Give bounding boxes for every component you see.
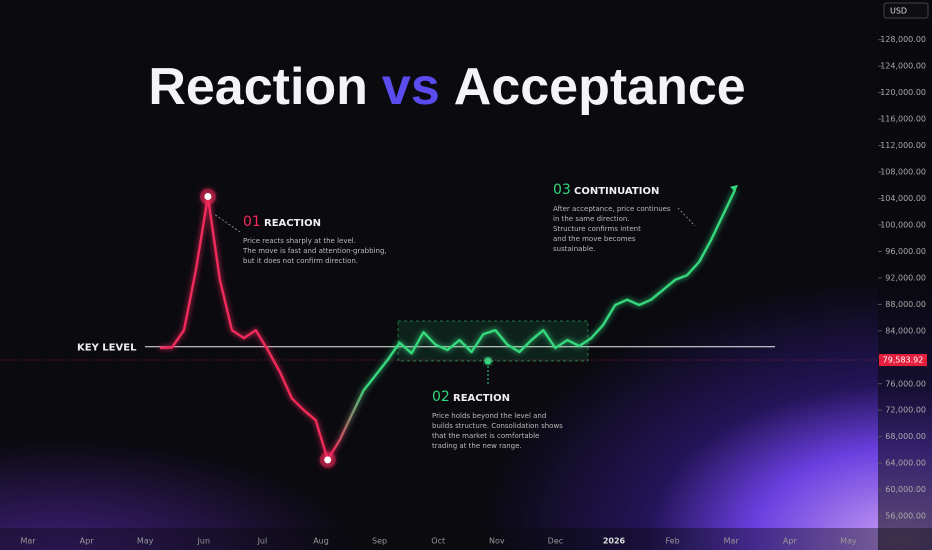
y-tick-label: 128,000.00 bbox=[880, 35, 926, 44]
x-tick-label: Oct bbox=[431, 537, 445, 546]
title-word: Acceptance bbox=[454, 58, 746, 116]
x-tick-label: Nov bbox=[489, 537, 505, 546]
pointer bbox=[213, 213, 241, 233]
price-line bbox=[159, 189, 737, 461]
last-price-label: 79,583.92 bbox=[883, 356, 924, 365]
annotation-number: 03 bbox=[553, 182, 571, 198]
annotation-text: but it does not confirm direction. bbox=[243, 257, 358, 265]
annotation-number: 01 bbox=[243, 214, 261, 230]
annotation-text: trading at the new range. bbox=[432, 442, 522, 450]
y-tick-label: 92,000.00 bbox=[885, 273, 926, 282]
x-tick-label: Feb bbox=[666, 537, 680, 546]
annotation-heading: REACTION bbox=[264, 218, 321, 229]
annotation-heading: CONTINUATION bbox=[574, 186, 659, 197]
y-tick-label: 108,000.00 bbox=[880, 168, 926, 177]
y-tick-label: 96,000.00 bbox=[885, 247, 926, 256]
annotation-number: 02 bbox=[432, 389, 450, 405]
y-tick-label: 112,000.00 bbox=[880, 141, 926, 150]
annotation-text: builds structure. Consolidation shows bbox=[432, 422, 563, 430]
extreme-point bbox=[324, 456, 332, 464]
x-tick-label: Apr bbox=[783, 537, 798, 546]
y-tick-label: 100,000.00 bbox=[880, 220, 926, 229]
x-tick-label: 2026 bbox=[603, 537, 626, 546]
x-tick-label: Aug bbox=[313, 537, 329, 546]
x-tick-label: Jun bbox=[197, 537, 211, 546]
y-tick-label: 56,000.00 bbox=[885, 512, 926, 521]
x-tick-label: Apr bbox=[80, 537, 95, 546]
extreme-point bbox=[204, 193, 212, 201]
consolidation-box bbox=[397, 320, 589, 362]
annotation-text: sustainable. bbox=[553, 245, 595, 253]
annotation-text: that the market is comfortable bbox=[432, 432, 539, 440]
annotation-text: Structure confirms intent bbox=[553, 225, 641, 233]
x-tick-label: Mar bbox=[724, 537, 740, 546]
last-price-box bbox=[879, 354, 927, 367]
range-dot bbox=[484, 357, 492, 365]
y-tick-label: 120,000.00 bbox=[880, 88, 926, 97]
title-word: vs bbox=[382, 58, 440, 116]
currency-box bbox=[883, 2, 929, 19]
y-tick-label: 72,000.00 bbox=[885, 406, 926, 415]
y-tick-label: 64,000.00 bbox=[885, 459, 926, 468]
x-tick-label: May bbox=[137, 537, 154, 546]
x-tick-label: Mar bbox=[20, 537, 36, 546]
title-word: Reaction bbox=[148, 58, 368, 116]
y-tick-label: 84,000.00 bbox=[885, 326, 926, 335]
y-tick-label: 60,000.00 bbox=[885, 485, 926, 494]
annotation-heading: REACTION bbox=[453, 393, 510, 404]
key-level-label: KEY LEVEL bbox=[77, 343, 137, 354]
annotation-text: Price reacts sharply at the level. bbox=[243, 237, 356, 245]
y-tick-label: 76,000.00 bbox=[885, 379, 926, 388]
y-tick-label: 124,000.00 bbox=[880, 62, 926, 71]
x-tick-label: Sep bbox=[372, 537, 387, 546]
annotation-text: in the same direction. bbox=[553, 215, 630, 223]
pointer bbox=[677, 207, 696, 227]
annotation-text: Price holds beyond the level and bbox=[432, 412, 546, 420]
x-tick-label: May bbox=[840, 537, 857, 546]
y-tick-label: 104,000.00 bbox=[880, 194, 926, 203]
time-axis-bg bbox=[0, 528, 932, 550]
x-tick-label: Jul bbox=[257, 537, 268, 546]
arrow-head bbox=[730, 184, 738, 192]
annotation-text: and the move becomes bbox=[553, 235, 636, 243]
annotation-text: After acceptance, price continues bbox=[553, 205, 671, 213]
y-tick-label: 116,000.00 bbox=[880, 115, 926, 124]
y-tick-label: 88,000.00 bbox=[885, 300, 926, 309]
currency: USD bbox=[890, 7, 907, 16]
y-tick-label: 68,000.00 bbox=[885, 432, 926, 441]
annotation-text: The move is fast and attention-grabbing, bbox=[242, 247, 387, 255]
price-axis-bg bbox=[878, 0, 932, 550]
chart-title: Reaction vs Acceptance bbox=[148, 58, 745, 116]
x-tick-label: Dec bbox=[548, 537, 563, 546]
